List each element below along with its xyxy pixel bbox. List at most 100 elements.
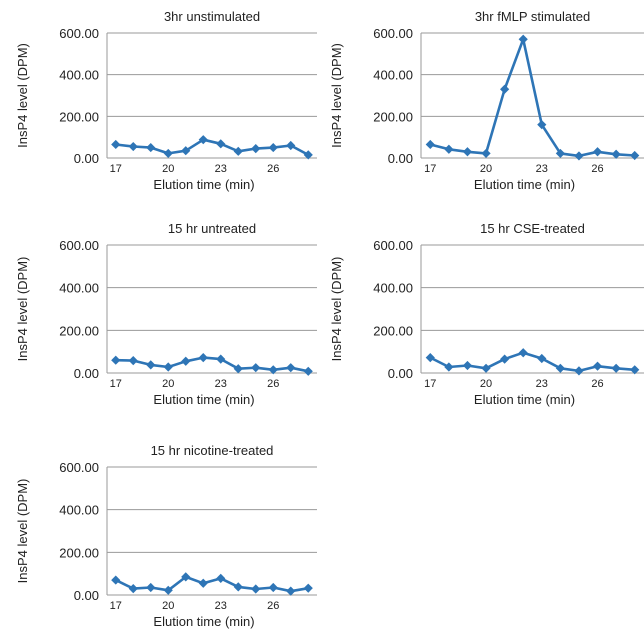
data-point <box>146 360 156 370</box>
data-point <box>611 363 621 373</box>
data-point <box>462 360 473 371</box>
data-point <box>630 150 640 161</box>
data-point <box>198 578 208 588</box>
data-point <box>574 366 584 376</box>
data-point <box>163 148 173 159</box>
y-tick-label: 600.00 <box>59 26 99 41</box>
data-point <box>198 353 208 363</box>
data-point <box>268 582 278 593</box>
data-point <box>630 365 640 375</box>
y-tick-label: 0.00 <box>74 151 99 166</box>
data-point <box>181 146 191 156</box>
x-tick-label: 26 <box>267 163 279 175</box>
data-point <box>111 139 121 150</box>
x-tick-label: 17 <box>110 378 122 390</box>
y-axis-label: InsP4 level (DPM) <box>329 257 344 362</box>
series-line <box>429 37 635 158</box>
y-tick-label: 200.00 <box>59 109 99 124</box>
data-point <box>518 34 528 44</box>
y-tick-label: 400.00 <box>59 281 99 296</box>
series-line <box>429 351 635 373</box>
data-point <box>128 141 138 152</box>
y-axis-label: InsP4 level (DPM) <box>329 43 344 148</box>
y-tick-label: 200.00 <box>59 323 99 338</box>
x-tick-label: 17 <box>110 163 122 175</box>
y-axis-label: InsP4 level (DPM) <box>15 43 30 148</box>
data-point <box>303 366 313 376</box>
x-axis-label: Elution time (min) <box>474 177 575 192</box>
x-tick-label: 23 <box>536 163 548 175</box>
data-point <box>574 151 584 161</box>
data-point <box>146 582 156 593</box>
data-point <box>111 355 121 365</box>
data-point <box>233 582 243 592</box>
x-tick-label: 26 <box>267 600 279 612</box>
data-point <box>163 362 173 372</box>
data-point <box>128 584 138 594</box>
y-tick-label: 400.00 <box>373 68 413 83</box>
data-point <box>111 575 121 585</box>
data-point <box>555 363 565 373</box>
y-tick-label: 600.00 <box>59 238 99 253</box>
data-point <box>268 142 278 153</box>
y-tick-label: 0.00 <box>388 151 413 166</box>
y-tick-label: 200.00 <box>373 109 413 124</box>
data-point <box>286 363 296 373</box>
data-point <box>216 139 226 149</box>
x-tick-label: 20 <box>480 163 492 175</box>
x-axis-label: Elution time (min) <box>153 177 254 192</box>
chart-panel-4: 15 hr CSE-treated 0.00 200.00 400.00 600.00 1… <box>329 221 644 407</box>
data-point <box>251 584 261 594</box>
x-tick-label: 23 <box>536 378 548 390</box>
data-point <box>303 150 313 160</box>
x-axis-label: Elution time (min) <box>153 392 254 407</box>
data-point <box>425 353 435 363</box>
series-line <box>115 575 309 593</box>
y-tick-label: 200.00 <box>59 545 99 560</box>
data-point <box>500 354 510 364</box>
x-tick-label: 26 <box>267 378 279 390</box>
data-point <box>268 365 278 375</box>
x-tick-label: 17 <box>424 378 436 390</box>
chart-title: 15 hr nicotine-treated <box>151 443 274 458</box>
data-point <box>251 363 261 373</box>
data-point <box>163 585 173 595</box>
data-point <box>518 348 528 358</box>
data-point <box>251 144 261 154</box>
y-tick-label: 600.00 <box>373 238 413 253</box>
data-point <box>500 84 510 94</box>
data-point <box>555 148 565 159</box>
data-point <box>592 361 603 371</box>
x-tick-label: 20 <box>162 378 174 390</box>
x-axis-label: Elution time (min) <box>153 614 254 629</box>
data-point <box>233 146 243 156</box>
y-tick-label: 600.00 <box>59 460 99 475</box>
data-point <box>216 573 226 583</box>
x-tick-label: 26 <box>591 163 603 175</box>
x-tick-label: 23 <box>215 378 227 390</box>
x-tick-label: 23 <box>215 163 227 175</box>
x-tick-label: 17 <box>110 600 122 612</box>
chart-panel-2: 3hr fMLP stimulated 0.00 200.00 400.00 600.0… <box>329 9 644 192</box>
chart-title: 3hr unstimulated <box>164 9 260 24</box>
chart-panel-5: 15 hr nicotine-treated 0.00 200.00 400.00 60… <box>15 443 317 629</box>
data-point <box>128 356 138 366</box>
data-point <box>592 147 603 157</box>
y-tick-label: 200.00 <box>373 323 413 338</box>
chart-panel-1: 3hr unstimulated 0.00 200.00 400.00 600.00 17… <box>15 9 317 192</box>
data-point <box>611 149 621 159</box>
data-point <box>303 583 313 593</box>
data-point <box>181 572 191 582</box>
chart-title: 3hr fMLP stimulated <box>475 9 590 24</box>
data-point <box>216 354 226 364</box>
data-point <box>481 363 491 373</box>
data-point <box>181 356 191 366</box>
y-tick-label: 400.00 <box>373 281 413 296</box>
y-axis-label: InsP4 level (DPM) <box>15 257 30 362</box>
data-point <box>444 144 454 154</box>
y-tick-label: 0.00 <box>74 366 99 381</box>
x-axis-label: Elution time (min) <box>474 392 575 407</box>
data-point <box>146 142 156 153</box>
